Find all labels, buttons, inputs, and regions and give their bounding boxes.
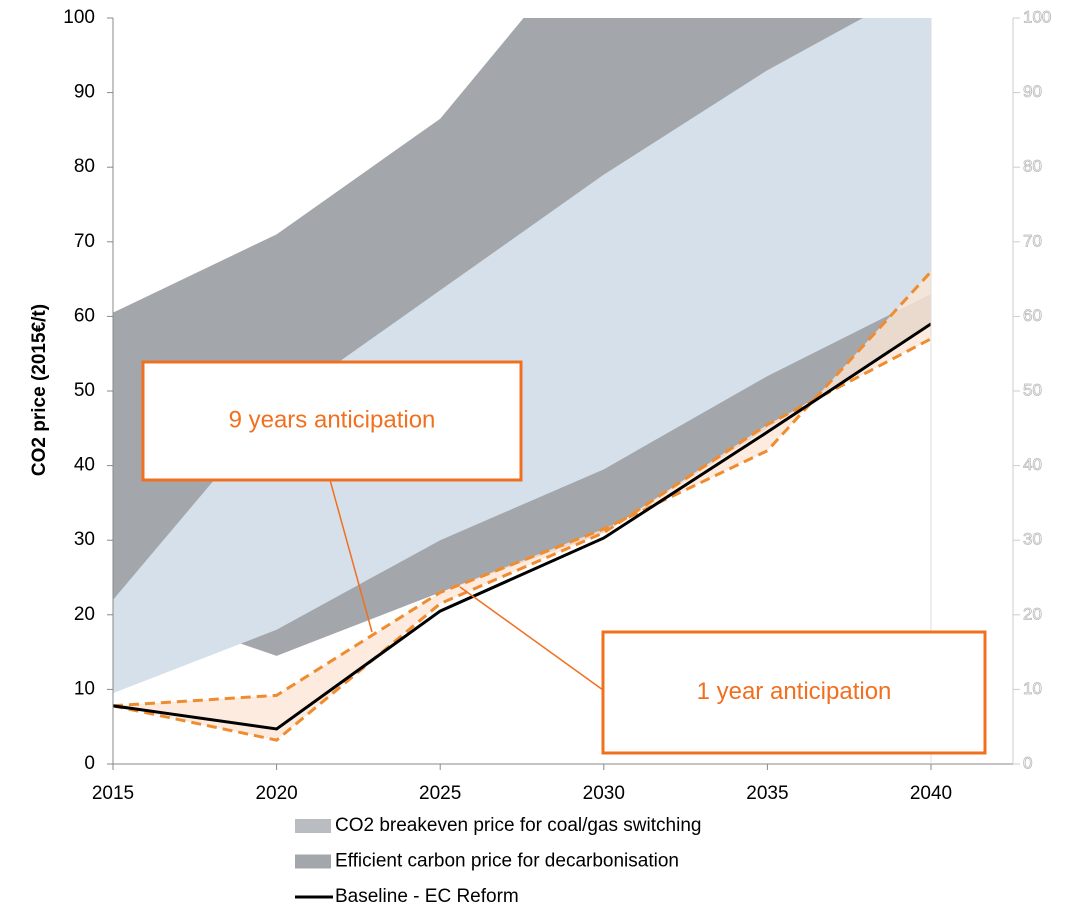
annotation-box xyxy=(141,360,523,482)
annotation-text: 1 year anticipation xyxy=(697,678,892,705)
annotation-connector xyxy=(459,586,604,691)
y2-tick-label: 40 xyxy=(1023,455,1042,474)
anticipation-line xyxy=(113,270,931,708)
y2-tick-label: 20 xyxy=(1023,604,1042,623)
y2-tick-label: 80 xyxy=(1023,157,1042,176)
y2-tick-label: 50 xyxy=(1023,380,1042,399)
annotation-connector xyxy=(329,479,373,633)
y-tick-label: 100 xyxy=(63,7,95,28)
y-tick-label: 70 xyxy=(74,231,95,252)
x-tick-label: 2030 xyxy=(583,783,625,804)
line xyxy=(113,322,931,731)
legend-swatch xyxy=(295,819,331,833)
plot-area xyxy=(113,18,931,742)
anticipation-line xyxy=(113,337,931,742)
y2-tick-label: 60 xyxy=(1023,306,1042,325)
y2-tick-label: 70 xyxy=(1023,231,1042,250)
y2-tick-label: 30 xyxy=(1023,530,1042,549)
y2-tick-label: 90 xyxy=(1023,82,1042,101)
y-axis-label: CO2 price (2015€/t) xyxy=(29,304,50,476)
x-tick-label: 2020 xyxy=(255,783,297,804)
legend-label: CO2 breakeven price for coal/gas switchi… xyxy=(335,815,701,836)
y-tick-label: 40 xyxy=(74,455,95,476)
y-tick-label: 60 xyxy=(74,305,95,326)
x-tick-label: 2035 xyxy=(746,783,788,804)
x-tick-label: 2040 xyxy=(910,783,952,804)
annotation-box xyxy=(601,630,987,755)
legend-swatch xyxy=(295,854,331,869)
y2-tick-label: 10 xyxy=(1023,679,1042,698)
band-area xyxy=(113,18,931,694)
y-tick-label: 30 xyxy=(74,529,95,550)
y-tick-label: 10 xyxy=(74,678,95,699)
annotation-text: 9 years anticipation xyxy=(229,406,436,433)
y-tick-label: 50 xyxy=(74,380,95,401)
y-tick-label: 20 xyxy=(74,604,95,625)
legend-label: Efficient carbon price for decarbonisati… xyxy=(335,851,679,872)
legend-label: Baseline - EC Reform xyxy=(335,886,519,907)
y-tick-label: 80 xyxy=(74,156,95,177)
y-tick-label: 0 xyxy=(84,753,95,774)
y2-tick-label: 100 xyxy=(1023,7,1051,26)
y2-tick-label: 0 xyxy=(1023,753,1032,772)
y-tick-label: 90 xyxy=(74,82,95,103)
x-tick-label: 2015 xyxy=(92,783,134,804)
x-tick-label: 2025 xyxy=(419,783,461,804)
